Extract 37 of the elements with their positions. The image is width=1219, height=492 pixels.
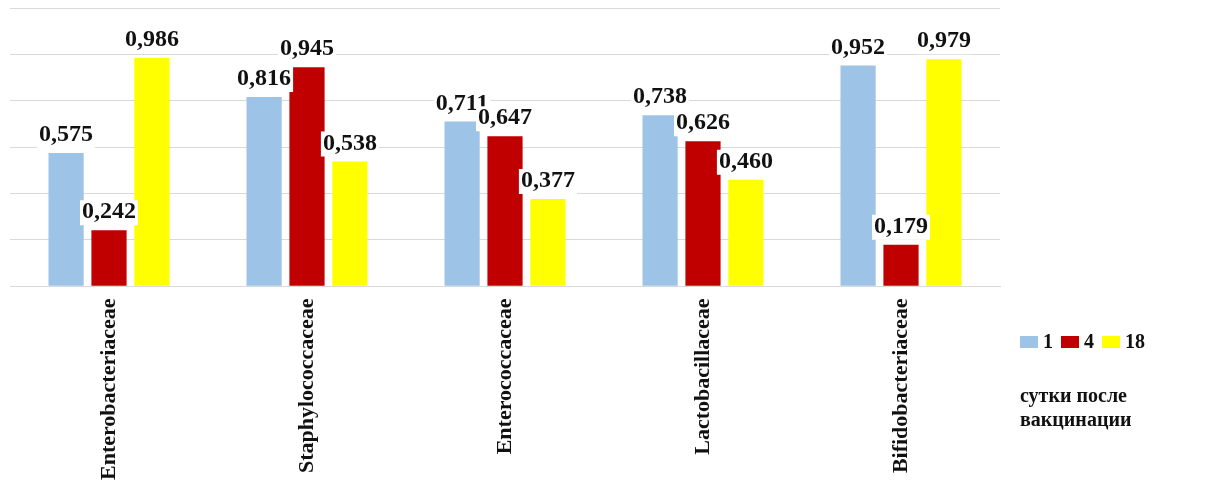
bar [134,57,170,286]
x-tick-label: Bifidobacteriaceae [886,298,912,474]
bar [840,65,876,286]
legend-label: 4 [1083,330,1094,353]
bar [530,198,566,286]
bar [332,161,368,286]
data-label: 0,626 [676,108,730,135]
data-label: 0,242 [82,197,136,224]
bar [487,136,523,286]
x-tick-label: Lactobacillaceae [688,298,714,455]
x-tick-label: Staphylococcaceae [292,298,318,474]
bar [728,179,764,286]
bar [91,230,127,286]
data-label: 0,460 [718,146,773,173]
legend-label: 18 [1124,330,1145,353]
bar [883,244,919,286]
bar [246,97,282,286]
bar [444,121,480,286]
bar [926,59,962,286]
legend-label: 1 [1042,330,1053,353]
data-label: 0,945 [280,34,334,61]
bar [48,152,84,286]
x-tick-label: Enterococcaceae [490,298,516,455]
data-label: 0,986 [124,24,179,51]
bar [289,67,325,286]
data-label: 0,979 [916,26,971,53]
data-label: 0,952 [831,32,886,59]
data-label: 0,575 [39,120,94,147]
legend-title: сутки после вакцинации [1020,383,1133,431]
data-label: 0,816 [237,64,292,91]
data-label: 0,179 [874,212,928,239]
x-tick-label: Enterobacteriaceae [94,298,120,481]
data-label: 0,538 [322,128,377,155]
data-label: 0,377 [520,166,575,193]
data-label: 0,738 [633,82,688,109]
bar [685,141,721,286]
bar [642,115,678,286]
